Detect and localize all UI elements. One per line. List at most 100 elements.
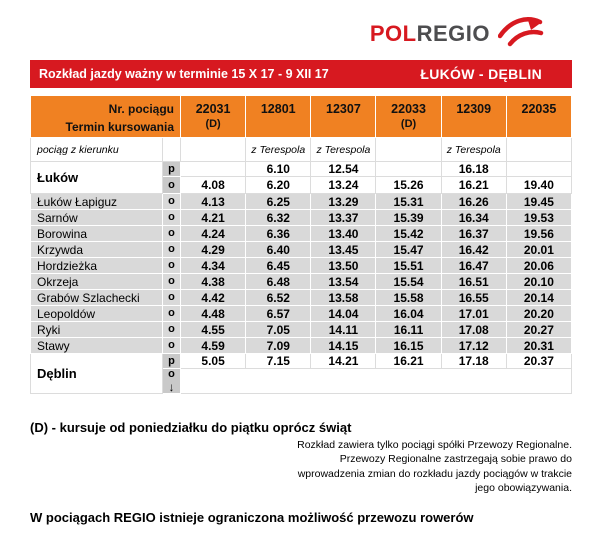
departure-marker: o [161, 289, 182, 306]
train-number: 12309 [456, 102, 492, 116]
time-cell: 15.51 [375, 257, 442, 274]
time-cell: 4.59 [180, 337, 247, 354]
departure-marker: o [161, 273, 182, 290]
station-name: Hordzieżka [30, 257, 163, 274]
time-cell: 16.51 [440, 273, 507, 290]
departure-marker: o ↓ [161, 367, 182, 395]
train-origin [375, 137, 442, 162]
route-title: ŁUKÓW - DĘBLIN [420, 66, 542, 82]
station-name: Krzywda [30, 241, 163, 258]
logo-regio-text: REGIO [416, 20, 490, 46]
polregio-wordmark: POLREGIO [370, 20, 490, 46]
time-cell: 13.29 [310, 193, 377, 210]
train-column-header: 22031 (D) [180, 95, 247, 138]
time-cell: 16.47 [440, 257, 507, 274]
train-number: 12307 [326, 102, 361, 116]
time-cell: 13.54 [310, 273, 377, 290]
legal-line: Przewozy Regionalne zastrzegają sobie pr… [339, 453, 572, 466]
time-cell: 13.58 [310, 289, 377, 306]
station-name: Leopoldów [30, 305, 163, 322]
station-row: Hordzieżka o 4.34 6.45 13.50 15.51 16.47… [30, 257, 573, 274]
deblin-departure-row: o ↓ [31, 367, 572, 395]
station-row: Okrzeja o 4.38 6.48 13.54 15.54 16.51 20… [30, 273, 573, 290]
time-cell: 15.26 [375, 176, 442, 194]
time-cell: 20.06 [505, 257, 573, 274]
station-row: Ryki o 4.55 7.05 14.11 16.11 17.08 20.27 [30, 321, 573, 338]
table-corner: Nr. pociągu Termin kursowania [29, 95, 182, 138]
time-cell [375, 161, 442, 177]
time-cell: 13.40 [310, 225, 377, 242]
time-cell: 6.52 [245, 289, 312, 306]
time-cell: 4.38 [180, 273, 247, 290]
time-cell: 14.04 [310, 305, 377, 322]
train-note: (D) [205, 118, 221, 131]
time-cell: 6.32 [245, 209, 312, 226]
time-cell: 16.26 [440, 193, 507, 210]
train-number: 22035 [521, 102, 557, 116]
time-cell: 15.42 [375, 225, 442, 242]
time-cell: 4.29 [180, 241, 247, 258]
train-column-header: 12801 [245, 95, 312, 138]
empty-cell [161, 137, 182, 162]
train-origin: z Terespola [245, 137, 312, 162]
time-cell: 14.15 [310, 337, 377, 354]
station-row: Stawy o 4.59 7.09 14.15 16.15 17.12 20.3… [30, 337, 573, 354]
time-cell: 7.09 [245, 337, 312, 354]
train-origin [505, 137, 573, 162]
time-cell: 15.47 [375, 241, 442, 258]
polregio-bird-icon [497, 13, 544, 54]
legal-line: Rozkład zawiera tylko pociągi spółki Prz… [297, 439, 572, 451]
station-name: Okrzeja [30, 273, 163, 290]
time-cell: 17.12 [440, 337, 507, 354]
lukow-arrival-row: Łuków p 6.10 12.54 16.18 [30, 161, 573, 194]
train-number: 12801 [260, 102, 296, 116]
time-cell: 4.24 [180, 225, 247, 242]
train-note [312, 118, 374, 131]
time-cell: 6.36 [245, 225, 312, 242]
title-bar: Rozkład jazdy ważny w terminie 15 X 17 -… [30, 60, 572, 88]
station-name: Dęblin [30, 352, 163, 395]
time-cell: 7.15 [245, 353, 312, 369]
lukow-departure-row: o 4.08 6.20 13.24 15.26 16.21 19.40 [31, 176, 573, 194]
arrival-marker: p [161, 353, 182, 369]
station-name: Ryki [30, 321, 163, 338]
time-cell: 20.31 [505, 337, 573, 354]
time-cell: 6.10 [245, 161, 312, 177]
legal-text: Rozkład zawiera tylko pociągi spółki Prz… [30, 438, 572, 496]
time-cell: 4.34 [180, 257, 247, 274]
time-cell: 15.58 [375, 289, 442, 306]
time-cell: 16.55 [440, 289, 507, 306]
continues-down-arrow-icon: ↓ [168, 379, 175, 394]
time-cell: 16.21 [440, 176, 507, 194]
time-cell: 16.21 [375, 353, 442, 369]
station-name: Borowina [30, 225, 163, 242]
validity-text: Rozkład jazdy ważny w terminie 15 X 17 -… [39, 67, 329, 81]
departure-marker: o [161, 321, 182, 338]
departure-marker: o [161, 241, 182, 258]
train-number: 22031 [195, 102, 231, 116]
time-cell: 5.05 [180, 353, 247, 369]
time-cell: 6.40 [245, 241, 312, 258]
footer: (D) - kursuje od poniedziałku do piątku … [30, 420, 572, 538]
time-cell: 13.45 [310, 241, 377, 258]
time-cell: 20.20 [505, 305, 573, 322]
origin-row: pociąg z kierunku z Terespola z Terespol… [30, 137, 573, 162]
time-cell: 6.20 [245, 176, 312, 194]
time-cell: 4.42 [180, 289, 247, 306]
station-row: Łuków Łapiguz o 4.13 6.25 13.29 15.31 16… [30, 193, 573, 210]
time-cell: 20.37 [505, 353, 573, 369]
train-number: 22033 [391, 102, 426, 116]
time-cell [180, 161, 247, 177]
time-cell: 6.57 [245, 305, 312, 322]
station-name: Łuków [30, 161, 163, 194]
time-cell: 16.37 [440, 225, 507, 242]
time-cell: 13.50 [310, 257, 377, 274]
time-cell: 20.27 [505, 321, 573, 338]
time-cell: 13.37 [310, 209, 377, 226]
time-cell: 13.24 [310, 176, 377, 194]
note-d-legend: (D) - kursuje od poniedziałku do piątku … [30, 420, 352, 435]
station-row: Sarnów o 4.21 6.32 13.37 15.39 16.34 19.… [30, 209, 573, 226]
time-cell: 4.08 [180, 176, 247, 194]
time-cell: 20.10 [505, 273, 573, 290]
train-origin: z Terespola [310, 137, 377, 162]
